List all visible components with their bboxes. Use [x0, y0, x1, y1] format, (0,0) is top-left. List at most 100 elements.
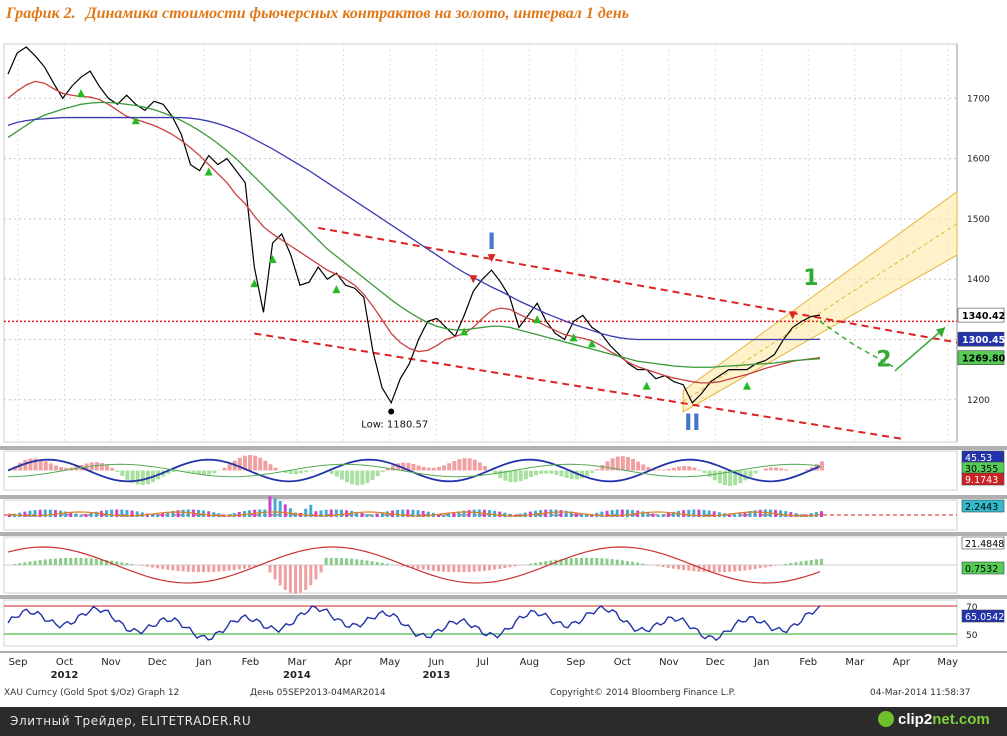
- x-tick-label: Nov: [659, 657, 679, 668]
- indicator-bar: [53, 558, 57, 565]
- indicator-bar: [365, 514, 369, 517]
- indicator-bar: [64, 511, 68, 517]
- signal-triangle-down: [487, 254, 496, 263]
- signal-triangle-up: [332, 285, 341, 294]
- indicator-bar: [436, 467, 441, 471]
- indicator-bar: [728, 470, 733, 486]
- indicator-bar: [375, 513, 379, 517]
- indicator-bar: [370, 514, 374, 517]
- indicator-bar: [120, 470, 125, 477]
- indicator-bar: [600, 511, 604, 517]
- downtrend-lower-line: [254, 332, 904, 440]
- indicator-bar: [416, 565, 420, 569]
- indicator-bar: [518, 470, 523, 482]
- indicator-bar: [544, 561, 548, 565]
- indicator-bar: [784, 469, 789, 471]
- indicator-bar: [472, 565, 476, 572]
- indicator-bar: [120, 562, 124, 565]
- indicator-bar: [140, 470, 145, 486]
- indicator-bar: [426, 467, 431, 471]
- indicator-bar: [202, 510, 206, 517]
- indicator-bar: [237, 512, 241, 517]
- indicator-bar: [283, 565, 287, 590]
- footer-text: Элитный Трейдер, ELITETRADER.RU: [10, 714, 252, 728]
- indicator-bar: [692, 467, 697, 471]
- indicator-bar: [406, 509, 410, 517]
- indicator-bar: [794, 513, 798, 517]
- indicator-bar: [610, 559, 614, 565]
- indicator-bar: [677, 466, 682, 471]
- indicator-value-label: 30.355: [965, 464, 998, 475]
- indicator-bar: [799, 561, 803, 565]
- indicator-value-box: [961, 472, 1005, 486]
- indicator-bar: [539, 470, 544, 474]
- indicator-bar: [610, 458, 615, 471]
- panel-separator: [0, 532, 1007, 536]
- x-tick-label: Sep: [9, 657, 28, 668]
- x-tick-label: Jan: [753, 657, 769, 668]
- indicator-bar: [631, 459, 636, 471]
- indicator-bar: [191, 470, 196, 473]
- indicator-bar: [242, 565, 246, 569]
- indicator-bar: [99, 559, 103, 565]
- indicator-bar: [615, 456, 620, 471]
- indicator-bar: [687, 509, 691, 517]
- indicator-bar: [69, 557, 73, 565]
- indicator-bar: [314, 565, 318, 580]
- indicator-bar: [779, 468, 784, 471]
- indicator-bar: [299, 565, 303, 593]
- indicator-bar: [278, 500, 282, 517]
- indicator-bar: [64, 467, 69, 471]
- indicator-bar: [722, 470, 727, 486]
- indicator-bar: [707, 510, 711, 517]
- year-label: 2014: [283, 670, 311, 681]
- indicator-bar: [191, 565, 195, 573]
- indicator-bar: [202, 470, 207, 475]
- x-tick-label: Aug: [520, 657, 540, 668]
- indicator-bar: [564, 558, 568, 565]
- indicator-line: [7, 511, 821, 517]
- indicator-bar: [467, 509, 471, 517]
- indicator-bar: [345, 558, 349, 565]
- indicator-bar: [666, 468, 671, 471]
- indicator-bar: [467, 458, 472, 471]
- indicator-bar: [59, 467, 64, 471]
- indicator-bar: [804, 469, 809, 471]
- indicator-bar: [656, 514, 660, 517]
- indicator-bar: [391, 465, 396, 471]
- indicator-bar: [493, 470, 498, 475]
- indicator-bar: [273, 467, 278, 471]
- x-tick-label: Mar: [287, 657, 307, 668]
- indicator-value-label: 0.7532: [965, 564, 998, 575]
- x-tick-label: Apr: [335, 657, 353, 668]
- indicator-bar: [569, 558, 573, 565]
- indicator-bar: [457, 511, 461, 517]
- indicator-bar: [498, 470, 503, 479]
- indicator-bar: [733, 514, 737, 517]
- copyright-info: Copyright© 2014 Bloomberg Finance L.P.: [550, 688, 736, 698]
- indicator-bar: [661, 514, 665, 517]
- clip2net-logo: clip2net.com: [878, 711, 990, 728]
- indicator-value-label: 65.0542: [965, 612, 1004, 623]
- indicator-bar: [457, 459, 462, 471]
- indicator-bar: [242, 455, 247, 471]
- indicator-bar: [94, 462, 99, 471]
- low-label: Low: 1180.57: [361, 420, 428, 431]
- indicator-bar: [145, 565, 149, 567]
- indicator-bar: [712, 565, 716, 573]
- signal-triangle-up: [587, 339, 596, 348]
- indicator-bar: [784, 511, 788, 517]
- indicator-bar: [253, 565, 257, 568]
- indicator-bar: [661, 469, 666, 471]
- indicator-bar: [207, 565, 211, 573]
- indicator-bar: [258, 457, 263, 471]
- indicator-bar: [477, 565, 481, 572]
- indicator-bar: [375, 470, 380, 477]
- main-panel-frame: [3, 43, 958, 443]
- indicator-bar: [273, 565, 277, 580]
- indicator-bar: [421, 510, 425, 517]
- indicator-bar: [299, 470, 304, 474]
- indicator-bar: [43, 509, 47, 517]
- indicator-bar: [365, 560, 369, 565]
- indicator-bar: [350, 470, 355, 485]
